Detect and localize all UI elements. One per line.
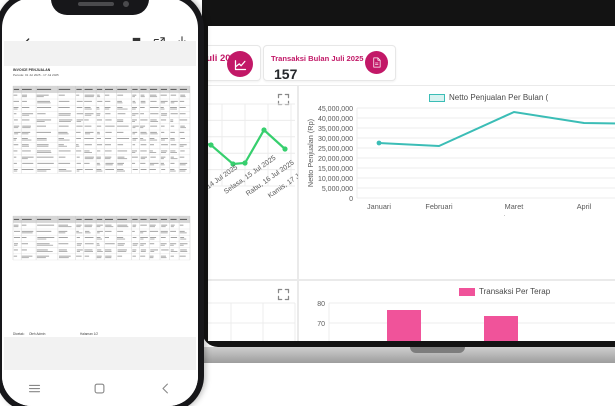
svg-text:20,000,000: 20,000,000 [318, 156, 353, 163]
svg-text:Maret: Maret [505, 202, 524, 211]
svg-text:80: 80 [317, 301, 325, 308]
svg-text:15,000,000: 15,000,000 [318, 166, 353, 173]
svg-text:5,000,000: 5,000,000 [322, 186, 353, 193]
svg-text:70: 70 [317, 321, 325, 328]
svg-text:Januari: Januari [367, 202, 391, 211]
svg-text:45,000,000: 45,000,000 [318, 106, 353, 113]
svg-text:25,000,000: 25,000,000 [318, 146, 353, 153]
svg-text:Bulan: Bulan [494, 214, 513, 216]
svg-text:Februari: Februari [425, 202, 453, 211]
svg-text:April: April [577, 202, 592, 211]
svg-text:40,000,000: 40,000,000 [318, 116, 353, 123]
svg-text:10,000,000: 10,000,000 [318, 176, 353, 183]
svg-text:30,000,000: 30,000,000 [318, 136, 353, 143]
svg-text:35,000,000: 35,000,000 [318, 126, 353, 133]
svg-text:0: 0 [349, 196, 353, 203]
svg-text:Netto Penjualan (Rp): Netto Penjualan (Rp) [306, 119, 315, 187]
